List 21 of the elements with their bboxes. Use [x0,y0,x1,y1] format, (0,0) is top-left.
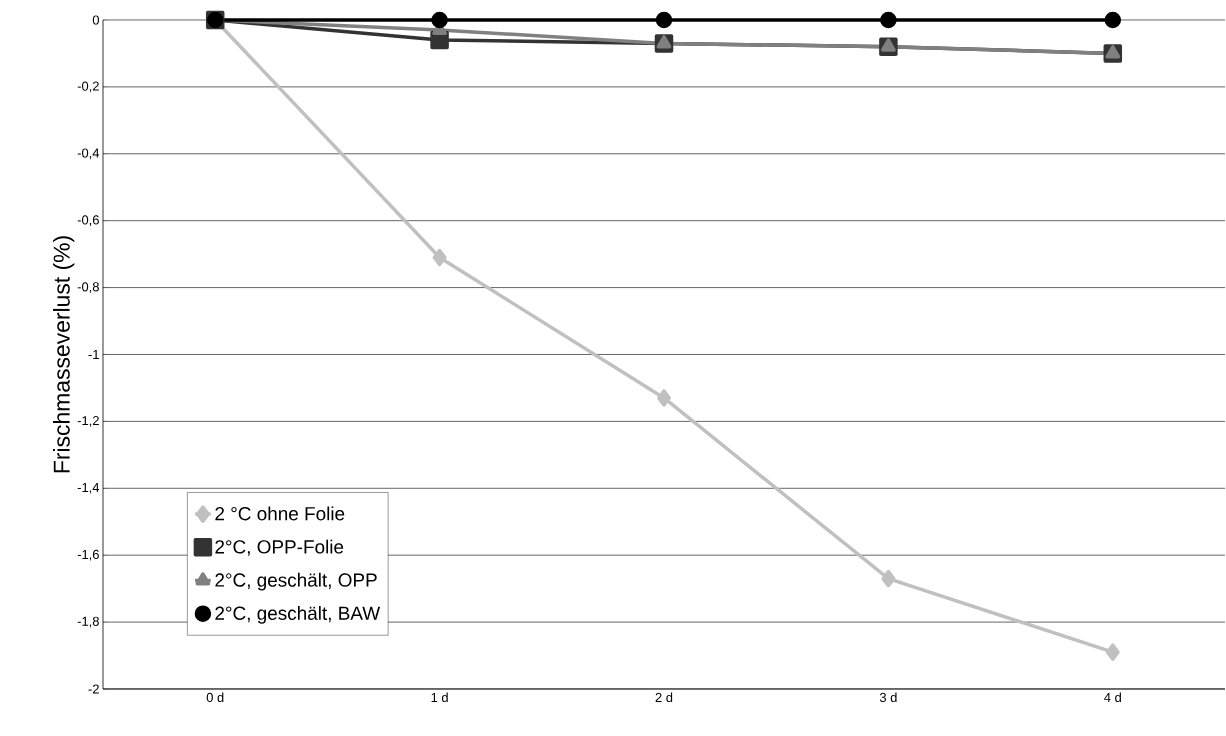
y-tick-label: -1,2 [77,416,99,427]
y-axis-title: Frischmasseverlust (%) [52,236,75,473]
legend-label: 2°C, OPP-Folie [215,539,344,556]
legend-label: 2°C, geschält, BAW [215,606,381,624]
y-tick-label: 0 [92,15,99,25]
y-tick-label: -2 [88,684,99,694]
y-tick-label: -0,4 [77,148,100,160]
y-tick-label: -0,8 [77,282,99,293]
legend-label: 2 °C ohne Folie [215,506,345,521]
y-tick-label: -1,8 [77,616,99,628]
x-tick-label: 0 d [206,692,224,703]
legend-label: 2°C, geschält, OPP [215,572,377,591]
y-tick-label: -1 [88,350,99,359]
y-tick-label: -0,2 [77,81,99,93]
y-tick-label: -1,4 [77,483,100,494]
x-tick-label: 2 d [655,692,673,703]
x-tick-label: 4 d [1104,692,1121,703]
y-tick-label: -0,6 [77,215,99,227]
x-tick-label: 3 d [879,692,897,703]
y-tick-label: -1,6 [77,549,99,561]
x-tick-label: 1 d [431,692,448,703]
